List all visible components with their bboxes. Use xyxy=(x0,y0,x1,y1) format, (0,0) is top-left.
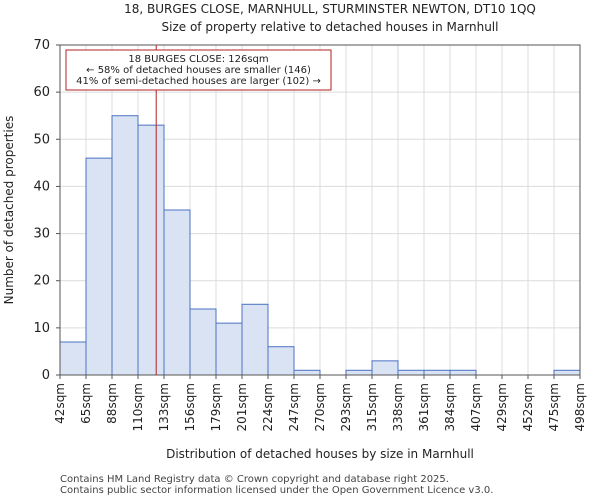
x-tick-label: 110sqm xyxy=(131,383,145,431)
bar xyxy=(163,209,191,376)
y-tick-label: 70 xyxy=(33,38,50,53)
x-tick-label: 293sqm xyxy=(339,383,353,431)
annotation-line: 18 BURGES CLOSE: 126sqm xyxy=(128,54,268,65)
x-tick-label: 133sqm xyxy=(157,383,171,431)
y-tick-label: 30 xyxy=(33,227,50,242)
x-tick-label: 65sqm xyxy=(79,383,93,424)
chart-title: 18, BURGES CLOSE, MARNHULL, STURMINSTER … xyxy=(124,2,536,16)
x-tick-label: 498sqm xyxy=(573,383,587,431)
bar xyxy=(111,115,139,376)
y-tick-label: 0 xyxy=(42,368,50,383)
x-axis-label: Distribution of detached houses by size … xyxy=(166,447,474,461)
x-tick-label: 475sqm xyxy=(547,383,561,431)
x-tick-label: 88sqm xyxy=(105,383,119,424)
bar xyxy=(345,369,373,376)
bars xyxy=(59,115,581,376)
x-tick-label: 338sqm xyxy=(391,383,405,431)
x-tick-label: 270sqm xyxy=(313,383,327,431)
y-tick-label: 20 xyxy=(33,274,50,289)
axes: 0 10 20 30 40 50 60 70 42sqm 65sqm 88sqm 110sqm 133s… xyxy=(33,38,587,431)
y-tick-label: 60 xyxy=(33,85,50,100)
x-tick-label: 42sqm xyxy=(53,383,67,424)
annotation-line: ← 58% of detached houses are smaller (14… xyxy=(86,65,311,76)
bar xyxy=(423,369,451,376)
bar xyxy=(267,346,295,376)
x-tick-label: 247sqm xyxy=(287,383,301,431)
y-axis-label: Number of detached properties xyxy=(2,116,16,305)
annotation-line: 41% of semi-detached houses are larger (… xyxy=(76,76,321,87)
x-tick-label: 201sqm xyxy=(235,383,249,431)
bar xyxy=(85,157,113,376)
bar xyxy=(371,360,399,376)
property-marker: 18 BURGES CLOSE: 126sqm← 58% of detached… xyxy=(65,45,332,375)
bar xyxy=(215,322,243,376)
x-tick-label: 361sqm xyxy=(417,383,431,431)
y-tick-label: 40 xyxy=(33,179,50,194)
y-tick-label: 10 xyxy=(33,321,50,336)
x-tick-label: 315sqm xyxy=(365,383,379,431)
x-tick-label: 384sqm xyxy=(443,383,457,431)
bar xyxy=(137,124,165,376)
x-tick-label: 224sqm xyxy=(261,383,275,431)
annotation-box xyxy=(65,49,332,91)
bar xyxy=(241,303,269,376)
footer-line-1: Contains HM Land Registry data © Crown c… xyxy=(60,474,449,485)
x-tick-label: 429sqm xyxy=(495,383,509,431)
bar xyxy=(293,369,321,376)
bar xyxy=(59,341,87,376)
footer-line-2: Contains public sector information licen… xyxy=(60,485,494,496)
x-tick-label: 407sqm xyxy=(469,383,483,431)
bar xyxy=(449,369,477,376)
bar xyxy=(189,308,217,376)
x-tick-label: 452sqm xyxy=(521,383,535,431)
bar xyxy=(397,369,425,376)
chart-subtitle: Size of property relative to detached ho… xyxy=(162,20,499,34)
y-tick-label: 50 xyxy=(33,132,50,147)
bar xyxy=(553,369,581,376)
x-tick-label: 179sqm xyxy=(209,383,223,431)
x-tick-label: 156sqm xyxy=(183,383,197,431)
